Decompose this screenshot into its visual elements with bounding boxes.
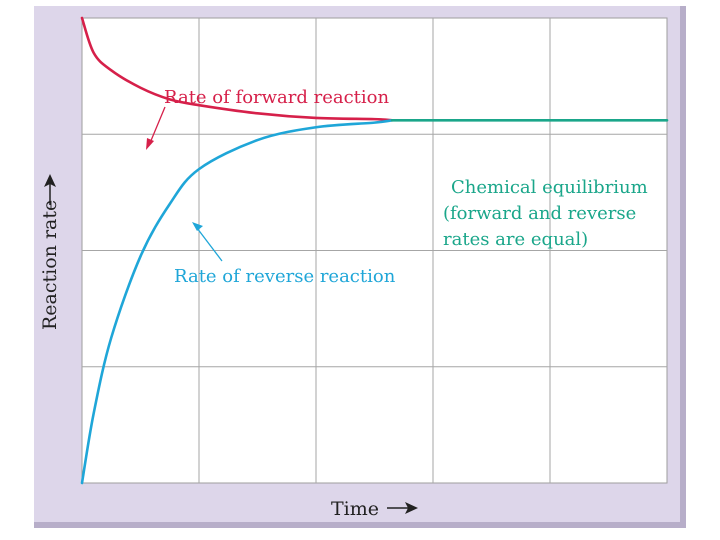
forward-rate-line (80, 16, 394, 122)
equilibrium-annotation-line-1: Chemical equilibrium (451, 177, 648, 198)
forward-annotation-label: Rate of forward reaction (164, 87, 390, 108)
reverse-annotation-arrow (196, 227, 223, 262)
reverse-arrowhead (192, 222, 203, 231)
grid-lines (82, 18, 667, 483)
reverse-annotation-label: Rate of reverse reaction (174, 266, 396, 287)
reverse-rate-line (80, 119, 394, 485)
x-axis-arrowhead (405, 502, 418, 514)
x-axis-label: Time (331, 498, 379, 520)
series-group (80, 16, 669, 485)
forward-annotation-arrow (149, 106, 166, 144)
y-axis-arrowhead (44, 174, 56, 187)
equilibrium-annotation-line-3: rates are equal) (443, 229, 588, 250)
forward-arrowhead (146, 138, 154, 150)
y-axis-label: Reaction rate (39, 200, 61, 330)
equilibrium-annotation-line-2: (forward and reverse (443, 203, 636, 224)
